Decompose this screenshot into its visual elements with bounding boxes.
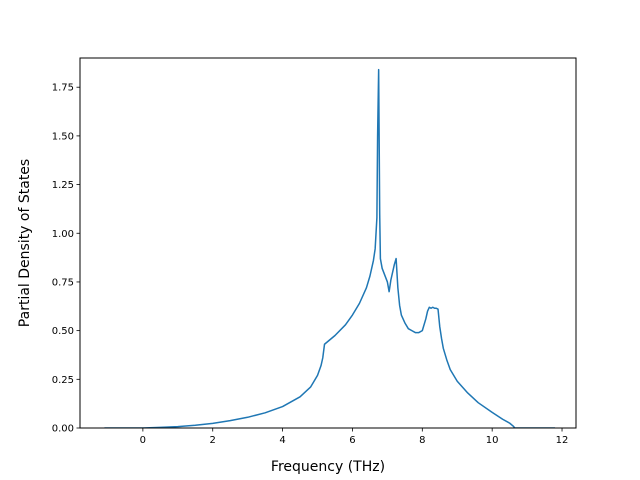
x-tick-label: 0 [140, 435, 146, 446]
y-tick-label: 1.50 [52, 131, 74, 142]
y-tick-label: 1.00 [52, 229, 74, 240]
x-tick-label: 6 [349, 435, 355, 446]
y-tick-label: 0.50 [52, 326, 74, 337]
y-tick-label: 0.25 [52, 375, 74, 386]
x-axis-label: Frequency (THz) [271, 459, 385, 475]
x-tick-label: 2 [210, 435, 216, 446]
x-tick-label: 10 [486, 435, 499, 446]
x-tick-label: 8 [419, 435, 425, 446]
y-axis-label: Partial Density of States [17, 159, 33, 327]
ticks-layer: 0 2 4 6 8 10 12 0.00 0.25 0.50 0.75 1.00 1.25 1.50 1.7… [52, 83, 569, 446]
series-line-0 [104, 68, 556, 428]
plot-layer [104, 68, 556, 428]
y-tick-label: 1.25 [52, 180, 74, 191]
y-tick-label: 0.00 [52, 424, 74, 435]
plot-frame [79, 57, 577, 429]
y-tick-label: 1.75 [52, 83, 74, 94]
y-tick-label: 0.75 [52, 277, 74, 288]
x-tick-label: 12 [556, 435, 569, 446]
x-tick-label: 4 [279, 435, 285, 446]
